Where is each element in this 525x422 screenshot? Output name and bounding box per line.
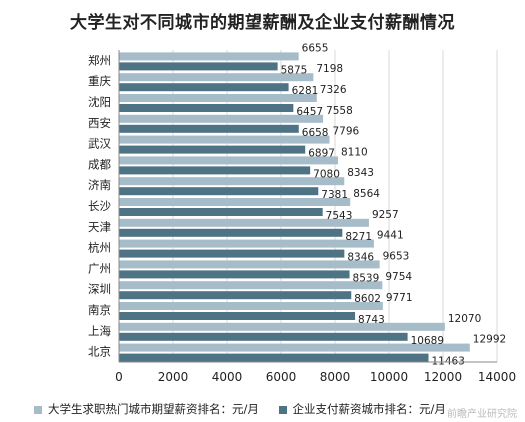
category-label: 深圳 (88, 282, 111, 296)
bars-layer (119, 52, 470, 362)
bar-paid (119, 332, 408, 341)
bar-expected (119, 177, 345, 186)
bar-paid (119, 187, 319, 196)
category-label: 西安 (88, 116, 111, 130)
data-label-paid: 7080 (313, 168, 340, 180)
data-label-paid: 8346 (347, 252, 374, 264)
data-label-expected: 8343 (347, 167, 374, 179)
legend-label-paid: 企业支付薪资城市排名：元/月 (292, 402, 446, 416)
data-label-expected: 7198 (316, 63, 343, 75)
x-tick-label: 6000 (266, 370, 297, 384)
bar-paid (119, 166, 311, 175)
bar-expected (119, 260, 380, 269)
bar-expected (119, 239, 374, 248)
data-label-expected: 12992 (473, 334, 506, 346)
category-label: 郑州 (88, 53, 111, 67)
data-label-expected: 12070 (448, 313, 481, 325)
bar-paid (119, 83, 289, 92)
bar-expected (119, 322, 445, 331)
legend-label-expected: 大学生求职热门城市期望薪资排名：元/月 (48, 402, 259, 416)
category-label: 杭州 (88, 241, 111, 255)
bar-paid (119, 312, 356, 320)
data-label-expected: 9771 (386, 292, 413, 304)
data-label-expected: 9441 (377, 230, 404, 242)
data-label-paid: 6281 (292, 85, 319, 97)
data-label-expected: 7326 (320, 84, 347, 96)
x-tick-label: 4000 (212, 370, 243, 384)
legend: 大学生求职热门城市期望薪资排名：元/月 企业支付薪资城市排名：元/月 (34, 401, 462, 417)
axis-layer: 0 2000 4000 6000 8000 10000 12000 14000 郑州重庆沈阳西安… (88, 50, 516, 384)
bar-paid (119, 291, 352, 300)
data-label-paid: 8271 (345, 231, 372, 243)
watermark: 前瞻产业研究院 (447, 409, 517, 420)
bar-paid (119, 228, 343, 237)
bar-expected (119, 218, 369, 227)
data-label-paid: 5875 (281, 64, 308, 76)
legend-item-expected: 大学生求职热门城市期望薪资排名：元/月 (34, 401, 259, 417)
category-label: 广州 (88, 261, 111, 275)
bar-paid (119, 145, 306, 154)
data-label-paid: 8539 (353, 272, 380, 284)
bar-expected (119, 114, 324, 123)
category-label: 济南 (88, 178, 111, 192)
legend-item-paid: 企业支付薪资城市排名：元/月 (278, 401, 446, 417)
category-label: 上海 (88, 324, 111, 338)
data-label-paid: 10689 (411, 335, 444, 347)
bar-expected (119, 73, 314, 82)
bar-expected (119, 135, 330, 144)
x-tick-label: 14000 (478, 370, 516, 384)
data-label-paid: 8743 (358, 314, 385, 326)
data-label-expected: 7796 (332, 126, 359, 138)
bar-expected (119, 302, 383, 310)
x-tick-label: 12000 (424, 370, 462, 384)
data-label-expected: 7558 (326, 105, 353, 117)
bar-expected (119, 156, 338, 165)
data-label-expected: 9754 (385, 271, 412, 283)
bar-paid (119, 270, 350, 279)
data-label-paid: 6658 (302, 127, 329, 139)
data-label-expected: 9653 (383, 250, 410, 262)
category-label: 北京 (88, 345, 111, 359)
data-label-paid: 6897 (308, 148, 335, 160)
data-label-paid: 6457 (296, 106, 323, 118)
bar-paid (119, 353, 429, 362)
bar-expected (119, 94, 317, 102)
x-tick-label: 10000 (370, 370, 408, 384)
bar-paid (119, 249, 345, 258)
data-label-expected: 6655 (302, 42, 329, 54)
legend-swatch-expected (34, 405, 42, 414)
data-label-paid: 7381 (321, 189, 348, 201)
data-label-expected: 8564 (353, 188, 380, 200)
bar-expected (119, 198, 351, 206)
category-label: 南京 (88, 303, 111, 317)
legend-swatch-paid (278, 405, 287, 414)
category-label: 重庆 (88, 74, 111, 88)
bar-paid (119, 62, 278, 71)
x-tick-label: 2000 (158, 370, 189, 384)
category-label: 成都 (88, 157, 111, 171)
bar-paid (119, 104, 294, 112)
category-label: 长沙 (88, 199, 111, 213)
category-label: 沈阳 (88, 95, 111, 109)
x-tick-label: 8000 (320, 370, 351, 384)
category-label: 武汉 (88, 137, 111, 151)
bar-paid (119, 124, 299, 133)
data-label-expected: 8110 (341, 146, 368, 158)
bar-expected (119, 343, 470, 352)
data-label-paid: 7543 (326, 210, 353, 222)
bar-paid (119, 208, 323, 216)
labels-layer: 6655 5875 7198 6281 7326 6457 7558 6658 7796 6897… (281, 42, 507, 367)
category-label: 天津 (88, 220, 111, 234)
bar-expected (119, 281, 383, 290)
x-tick-label: 0 (115, 370, 123, 384)
chart-title: 大学生对不同城市的期望薪酬及企业支付薪酬情况 (70, 13, 455, 33)
bar-expected (119, 52, 299, 61)
data-label-expected: 9257 (372, 209, 399, 221)
data-label-paid: 8602 (354, 293, 381, 305)
